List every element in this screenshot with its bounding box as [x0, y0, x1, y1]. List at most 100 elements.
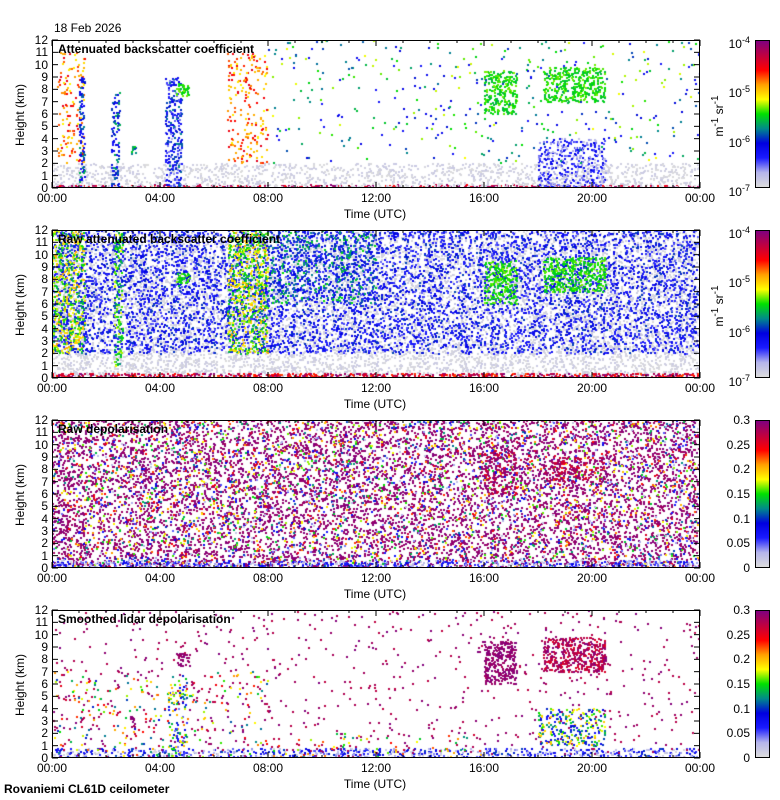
tick-exponent: -6 [741, 323, 750, 334]
tick-base: 0.2 [733, 652, 750, 667]
unit-part: m [712, 126, 726, 137]
axes [51, 609, 701, 759]
tick-base: 10 [728, 375, 742, 389]
y-tick-label: 2 [41, 156, 48, 171]
y-tick-label: 1 [41, 738, 48, 753]
tick-base: 10 [728, 86, 742, 101]
colorbar-tick-label: 10-4 [710, 34, 750, 50]
axes [51, 419, 701, 569]
heatmap [52, 230, 700, 378]
y-tick-label: 3 [41, 334, 48, 348]
y-tick-label: 10 [34, 57, 48, 72]
plot-frame [52, 40, 700, 188]
panel-title: Raw attenuated backscatter coefficient [58, 232, 281, 246]
y-tick-label: 4 [41, 701, 48, 716]
y-tick-label: 1 [41, 358, 48, 373]
panel-title: Attenuated backscatter coefficient [58, 42, 255, 56]
colorbar-label: m-1 sr-1 [710, 66, 726, 166]
station-label: Rovaniemi CL61D ceilometer [4, 782, 170, 796]
tick-base: 10 [728, 276, 742, 291]
plot-frame [52, 230, 700, 378]
panel-raw-depolarisation: Raw depolarisation 0 1 2 3 4 5 6 7 8 9 10 11 12 00:00 0… [0, 414, 780, 610]
y-tick-label: 2 [41, 726, 48, 741]
heatmap [52, 40, 700, 188]
heatmap [52, 420, 700, 568]
y-tick-label: 9 [41, 70, 48, 84]
y-tick-label: 2 [41, 346, 48, 361]
colorbar-tick-label: 0.1 [710, 703, 750, 715]
colorbar-tick-label: 0.25 [710, 629, 750, 641]
colorbar-tick-label: 0.1 [710, 513, 750, 525]
colorbar-tick-label: 10-5 [710, 273, 750, 289]
plot-area: Raw depolarisation [51, 419, 701, 569]
y-tick-label: 12 [34, 223, 48, 237]
tick-base: 10 [728, 37, 742, 51]
colorbar-tick-label: 0.15 [710, 488, 750, 500]
x-tick-label: 08:00 [252, 761, 284, 775]
x-tick-label: 12:00 [360, 761, 392, 775]
tick-exponent: -5 [741, 84, 750, 95]
x-axis-label: Time (UTC) [343, 587, 407, 601]
y-tick-label: 8 [41, 82, 48, 97]
tick-base: 0.25 [726, 437, 750, 452]
unit-exponent: -1 [710, 285, 721, 295]
y-tick-label: 3 [41, 524, 48, 538]
colorbar [755, 610, 770, 758]
x-axis-label: Time (UTC) [343, 207, 407, 221]
y-tick-label: 8 [41, 652, 48, 667]
tick-base: 0.05 [726, 536, 750, 551]
y-tick-label: 5 [41, 689, 48, 704]
y-tick-label: 10 [34, 627, 48, 642]
y-tick-label: 12 [34, 603, 48, 617]
tick-exponent: -4 [741, 35, 750, 45]
colorbar-tick-label: 0.2 [710, 653, 750, 665]
x-tick-label: 04:00 [144, 571, 176, 585]
y-tick-label: 4 [41, 511, 48, 526]
unit-exponent: -1 [710, 307, 721, 317]
colorbar-tick-label: 0.3 [710, 604, 750, 616]
colorbar-tick-label: 0.3 [710, 414, 750, 426]
colorbar-tick-label: 10-7 [710, 372, 750, 388]
plot-area: Smoothed lidar depolarisation [51, 609, 701, 759]
x-tick-label: 20:00 [576, 761, 608, 775]
y-tick-label: 9 [41, 640, 48, 654]
x-tick-label: 16:00 [468, 571, 500, 585]
x-tick-label: 12:00 [360, 381, 392, 395]
tick-exponent: -6 [741, 133, 750, 144]
y-tick-label: 7 [41, 94, 48, 109]
tick-base: 0.1 [733, 701, 750, 716]
tick-base: 0 [743, 561, 750, 575]
y-tick-label: 5 [41, 499, 48, 514]
x-tick-label: 04:00 [144, 191, 176, 205]
tick-exponent: -7 [741, 373, 750, 383]
unit-exponent: -1 [710, 117, 721, 127]
y-tick-label: 7 [41, 284, 48, 299]
tick-exponent: -4 [741, 225, 750, 235]
y-tick-label: 7 [41, 664, 48, 679]
unit-part: sr [712, 104, 726, 118]
date-label: 18 Feb 2026 [54, 21, 122, 35]
x-tick-label: 00:00 [36, 571, 68, 585]
tick-base: 10 [728, 227, 742, 241]
y-tick-label: 4 [41, 321, 48, 336]
x-tick-label: 12:00 [360, 191, 392, 205]
y-tick-label: 11 [35, 235, 48, 250]
tick-exponent: -7 [741, 183, 750, 193]
tick-base: 0.3 [733, 603, 750, 617]
y-tick-label: 5 [41, 119, 48, 134]
tick-base: 0.05 [726, 726, 750, 741]
colorbar-tick-label: 10-6 [710, 133, 750, 149]
panel-attenuated-backscatter: Attenuated backscatter coefficient 0 1 2 3 4 5… [0, 34, 780, 230]
y-tick-label: 6 [41, 107, 48, 121]
colorbar-tick-label: 0.25 [710, 439, 750, 451]
colorbar [755, 420, 770, 568]
plot-area: Attenuated backscatter coefficient [51, 39, 701, 189]
x-tick-label: 00:00 [36, 761, 68, 775]
unit-part: sr [712, 294, 726, 308]
axes [51, 229, 701, 379]
plot-area: Raw attenuated backscatter coefficient [51, 229, 701, 379]
tick-base: 0.3 [733, 413, 750, 427]
x-tick-label: 16:00 [468, 761, 500, 775]
y-tick-label: 11 [35, 425, 48, 440]
y-tick-label: 7 [41, 474, 48, 489]
